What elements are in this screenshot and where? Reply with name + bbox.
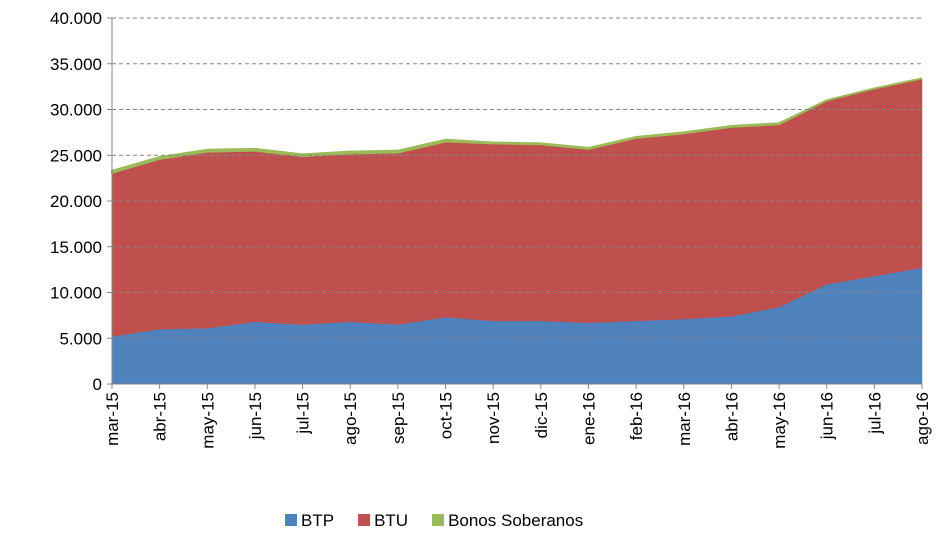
y-tick-label: 10.000: [50, 284, 102, 303]
x-tick-label: mar-16: [675, 392, 694, 446]
legend-swatch: [432, 514, 445, 526]
y-tick-label: 15.000: [50, 238, 102, 257]
y-tick-label: 35.000: [50, 55, 102, 74]
x-tick-label: jun-15: [246, 392, 265, 440]
x-tick-label: sep-15: [389, 392, 408, 444]
y-tick-label: 30.000: [50, 101, 102, 120]
legend-label: BTP: [301, 511, 334, 530]
x-tick-label: dic-15: [532, 392, 551, 438]
x-tick-label: jul-16: [865, 392, 884, 435]
legend-label: Bonos Soberanos: [448, 511, 583, 530]
legend-swatch: [285, 514, 297, 526]
y-tick-label: 0: [93, 375, 102, 394]
x-tick-label: may-15: [198, 392, 217, 449]
x-tick-label: oct-15: [437, 392, 456, 439]
x-tick-label: mar-15: [103, 392, 122, 446]
x-tick-label: feb-16: [627, 392, 646, 440]
x-tick-label: abr-15: [151, 392, 170, 441]
x-tick-label: abr-16: [722, 392, 741, 441]
x-tick-label: ago-15: [341, 392, 360, 445]
legend-swatch: [358, 514, 371, 526]
y-tick-label: 5.000: [59, 329, 102, 348]
x-tick-label: ago-16: [913, 392, 932, 445]
y-tick-label: 25.000: [50, 146, 102, 165]
y-tick-label: 40.000: [50, 9, 102, 28]
y-tick-label: 20.000: [50, 192, 102, 211]
x-tick-label: may-16: [770, 392, 789, 449]
area: [111, 77, 923, 174]
x-tick-label: jul-15: [294, 392, 313, 435]
legend-label: BTU: [374, 511, 408, 530]
x-tick-label: ene-16: [579, 392, 598, 445]
x-tick-label: nov-15: [484, 392, 503, 444]
x-tick-label: jun-16: [818, 392, 837, 440]
